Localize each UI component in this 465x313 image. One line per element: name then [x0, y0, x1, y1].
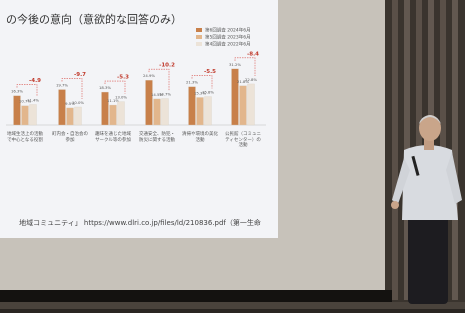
slide-title: の今後の意向（意欲的な回答のみ） — [6, 12, 182, 26]
category-label: 清掃や環境の美化活動 — [181, 132, 219, 143]
value-label: 15.8% — [202, 90, 214, 95]
value-label: 16.3% — [11, 89, 23, 94]
diff-label: -10.2 — [159, 63, 175, 69]
diff-label: -5.5 — [204, 69, 216, 75]
photo-scene: の今後の意向（意欲的な回答のみ） 地域コミュニティ」 https://www.d… — [0, 0, 465, 309]
value-label: 21.3% — [186, 80, 198, 85]
bar — [162, 99, 169, 125]
diff-label: -8.4 — [247, 51, 259, 57]
diff-label: -9.7 — [74, 72, 86, 78]
photo: の今後の意向（意欲的な回答のみ） 地域コミュニティ」 https://www.d… — [0, 0, 465, 309]
category-label: 公民館（コミュニティセンター）の活動 — [224, 132, 262, 149]
category-label: 交通安全、防犯・防災に関する活動 — [138, 132, 176, 143]
legend-swatch — [196, 42, 202, 46]
bar — [75, 107, 82, 125]
screen-frame — [0, 290, 392, 302]
diff-label: -5.3 — [117, 75, 129, 81]
bar — [146, 80, 153, 125]
bar — [205, 97, 212, 125]
diff-label: -4.9 — [29, 78, 41, 84]
legend-swatch — [196, 35, 202, 39]
bar — [30, 104, 37, 125]
bar — [232, 69, 239, 125]
bar — [67, 108, 74, 125]
legend-label: 第6回調査 2024年6月 — [205, 27, 251, 34]
bar — [22, 106, 29, 125]
bar — [110, 105, 117, 125]
bar — [102, 92, 109, 125]
value-label: 24.9% — [143, 73, 155, 78]
legend-swatch — [196, 28, 202, 32]
value-label: 14.7% — [159, 92, 171, 97]
value-label: 18.3% — [99, 85, 111, 90]
legend-label: 第5回調査 2023年6月 — [205, 34, 251, 41]
bar — [240, 86, 247, 125]
bar — [118, 102, 125, 125]
value-label: 31.2% — [229, 62, 241, 67]
value-label: 11.4% — [27, 97, 39, 102]
category-label: 趣味を通じた地域サークル等の参加 — [94, 132, 132, 143]
category-label: 地域生活上の活動で中心となる役割 — [6, 132, 44, 143]
bar — [197, 97, 204, 125]
legend-label: 第4回調査 2022年6月 — [205, 41, 251, 48]
category-label: 町内会・自治会の参加 — [51, 132, 89, 143]
bar — [248, 84, 255, 125]
value-label: 13.0% — [115, 95, 127, 100]
value-label: 22.8% — [245, 77, 257, 82]
bar — [154, 99, 161, 125]
bar — [59, 90, 66, 125]
floor — [0, 302, 465, 309]
value-label: 10.0% — [72, 100, 84, 105]
source: 地域コミュニティ」 https://www.dlri.co.jp/files/l… — [19, 218, 261, 227]
value-label: 19.7% — [56, 83, 68, 88]
